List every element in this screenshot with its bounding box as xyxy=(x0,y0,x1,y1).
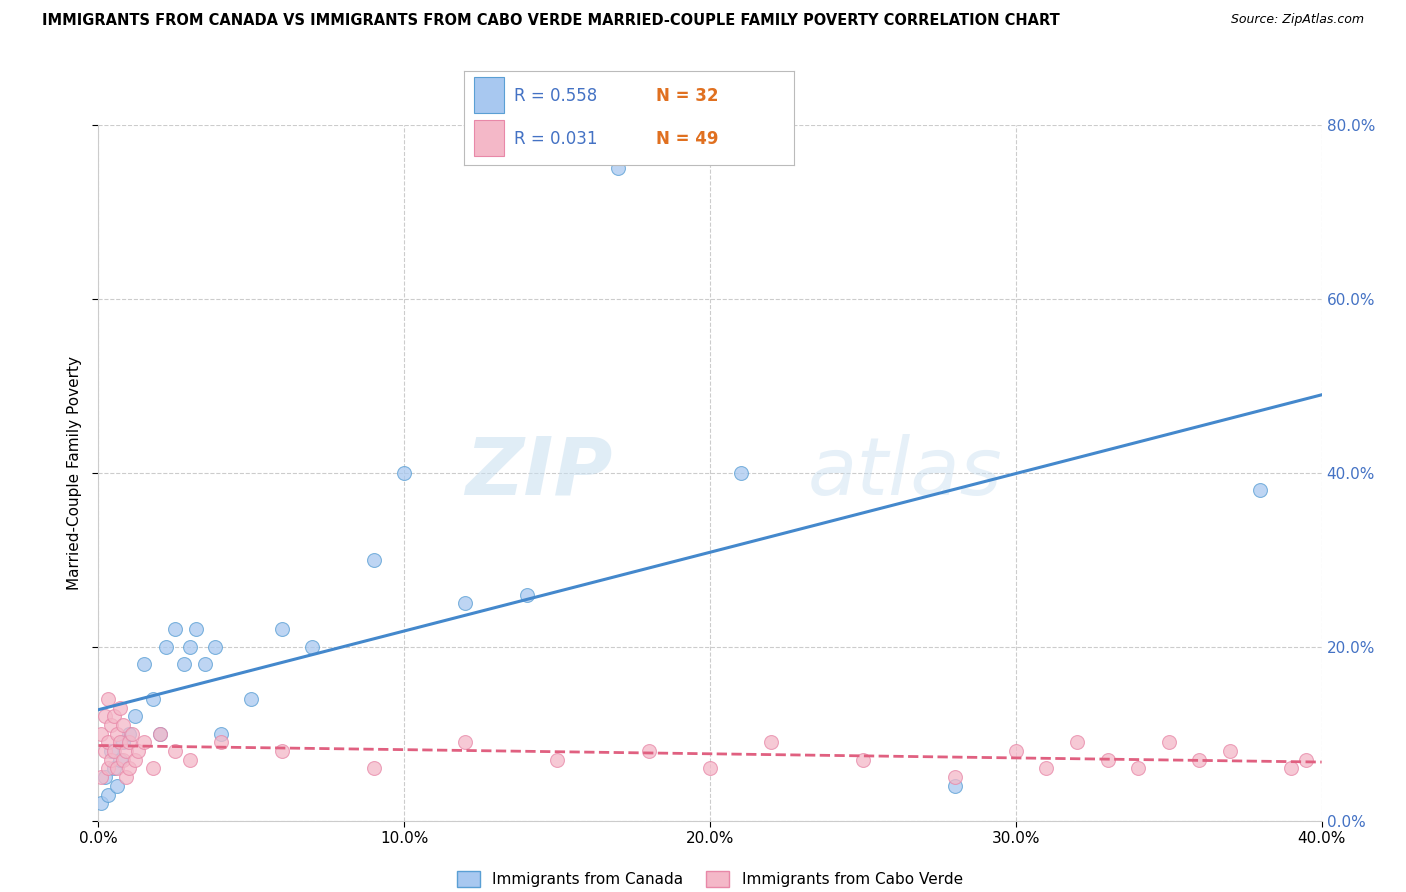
Point xyxy=(97,692,120,706)
Point xyxy=(90,770,112,784)
Point xyxy=(118,735,141,749)
Point xyxy=(730,466,752,480)
Point xyxy=(134,735,156,749)
Point xyxy=(546,753,568,767)
Point xyxy=(759,735,782,749)
Point xyxy=(516,587,538,601)
Point xyxy=(1279,761,1302,775)
Point xyxy=(1097,753,1119,767)
Point xyxy=(127,744,149,758)
Point xyxy=(454,596,477,610)
Bar xyxy=(474,120,503,156)
Point xyxy=(1128,761,1150,775)
Text: N = 32: N = 32 xyxy=(655,87,718,104)
Point xyxy=(105,726,128,740)
Point xyxy=(392,466,416,480)
Point xyxy=(1295,753,1317,767)
Point xyxy=(90,726,112,740)
Point xyxy=(121,726,143,740)
Point xyxy=(194,657,217,671)
Point xyxy=(209,735,232,749)
Point xyxy=(108,700,131,714)
Point xyxy=(240,692,263,706)
Point xyxy=(111,735,134,749)
Point xyxy=(100,744,122,758)
Point xyxy=(93,770,115,784)
Text: R = 0.031: R = 0.031 xyxy=(513,130,598,148)
Point xyxy=(454,735,477,749)
Point xyxy=(943,779,966,793)
Point xyxy=(97,761,120,775)
Point xyxy=(179,753,201,767)
Point xyxy=(209,726,232,740)
Point xyxy=(1219,744,1241,758)
Point xyxy=(111,718,134,732)
Point xyxy=(134,657,156,671)
Point xyxy=(115,744,138,758)
Point xyxy=(699,761,721,775)
Point xyxy=(363,761,385,775)
Point xyxy=(124,709,146,723)
Point xyxy=(115,770,138,784)
Text: ZIP: ZIP xyxy=(465,434,612,512)
Point xyxy=(142,761,165,775)
Point xyxy=(103,709,125,723)
Point xyxy=(93,709,115,723)
Point xyxy=(118,726,141,740)
Legend: Immigrants from Canada, Immigrants from Cabo Verde: Immigrants from Canada, Immigrants from … xyxy=(451,865,969,892)
Point xyxy=(1066,735,1088,749)
Point xyxy=(97,735,120,749)
Point xyxy=(363,552,385,567)
Point xyxy=(124,753,146,767)
Y-axis label: Married-Couple Family Poverty: Married-Couple Family Poverty xyxy=(66,356,82,590)
Point xyxy=(100,718,122,732)
Point xyxy=(1004,744,1026,758)
Point xyxy=(204,640,226,654)
Point xyxy=(607,161,630,176)
Point xyxy=(97,788,120,802)
Text: IMMIGRANTS FROM CANADA VS IMMIGRANTS FROM CABO VERDE MARRIED-COUPLE FAMILY POVER: IMMIGRANTS FROM CANADA VS IMMIGRANTS FRO… xyxy=(42,13,1060,29)
Text: Source: ZipAtlas.com: Source: ZipAtlas.com xyxy=(1230,13,1364,27)
Point xyxy=(163,744,186,758)
Point xyxy=(142,692,165,706)
Point xyxy=(270,623,292,637)
Point xyxy=(105,761,128,775)
Point xyxy=(186,623,208,637)
Point xyxy=(118,761,141,775)
Bar xyxy=(474,77,503,112)
Text: R = 0.558: R = 0.558 xyxy=(513,87,596,104)
Point xyxy=(111,753,134,767)
Point xyxy=(301,640,323,654)
Point xyxy=(179,640,201,654)
Point xyxy=(105,779,128,793)
Point xyxy=(155,640,177,654)
Point xyxy=(1157,735,1180,749)
Point xyxy=(637,744,661,758)
Point xyxy=(163,623,186,637)
Point xyxy=(108,753,131,767)
Point xyxy=(103,761,125,775)
Point xyxy=(93,744,115,758)
Point xyxy=(90,796,112,810)
Point xyxy=(173,657,195,671)
Point xyxy=(1249,483,1271,497)
Text: N = 49: N = 49 xyxy=(655,130,718,148)
Point xyxy=(1035,761,1057,775)
Point xyxy=(1188,753,1211,767)
Point xyxy=(943,770,966,784)
Point xyxy=(149,726,172,740)
Text: atlas: atlas xyxy=(808,434,1002,512)
Point xyxy=(108,735,131,749)
Point xyxy=(103,744,125,758)
Point xyxy=(149,726,172,740)
Point xyxy=(852,753,875,767)
Point xyxy=(270,744,292,758)
Point xyxy=(100,753,122,767)
